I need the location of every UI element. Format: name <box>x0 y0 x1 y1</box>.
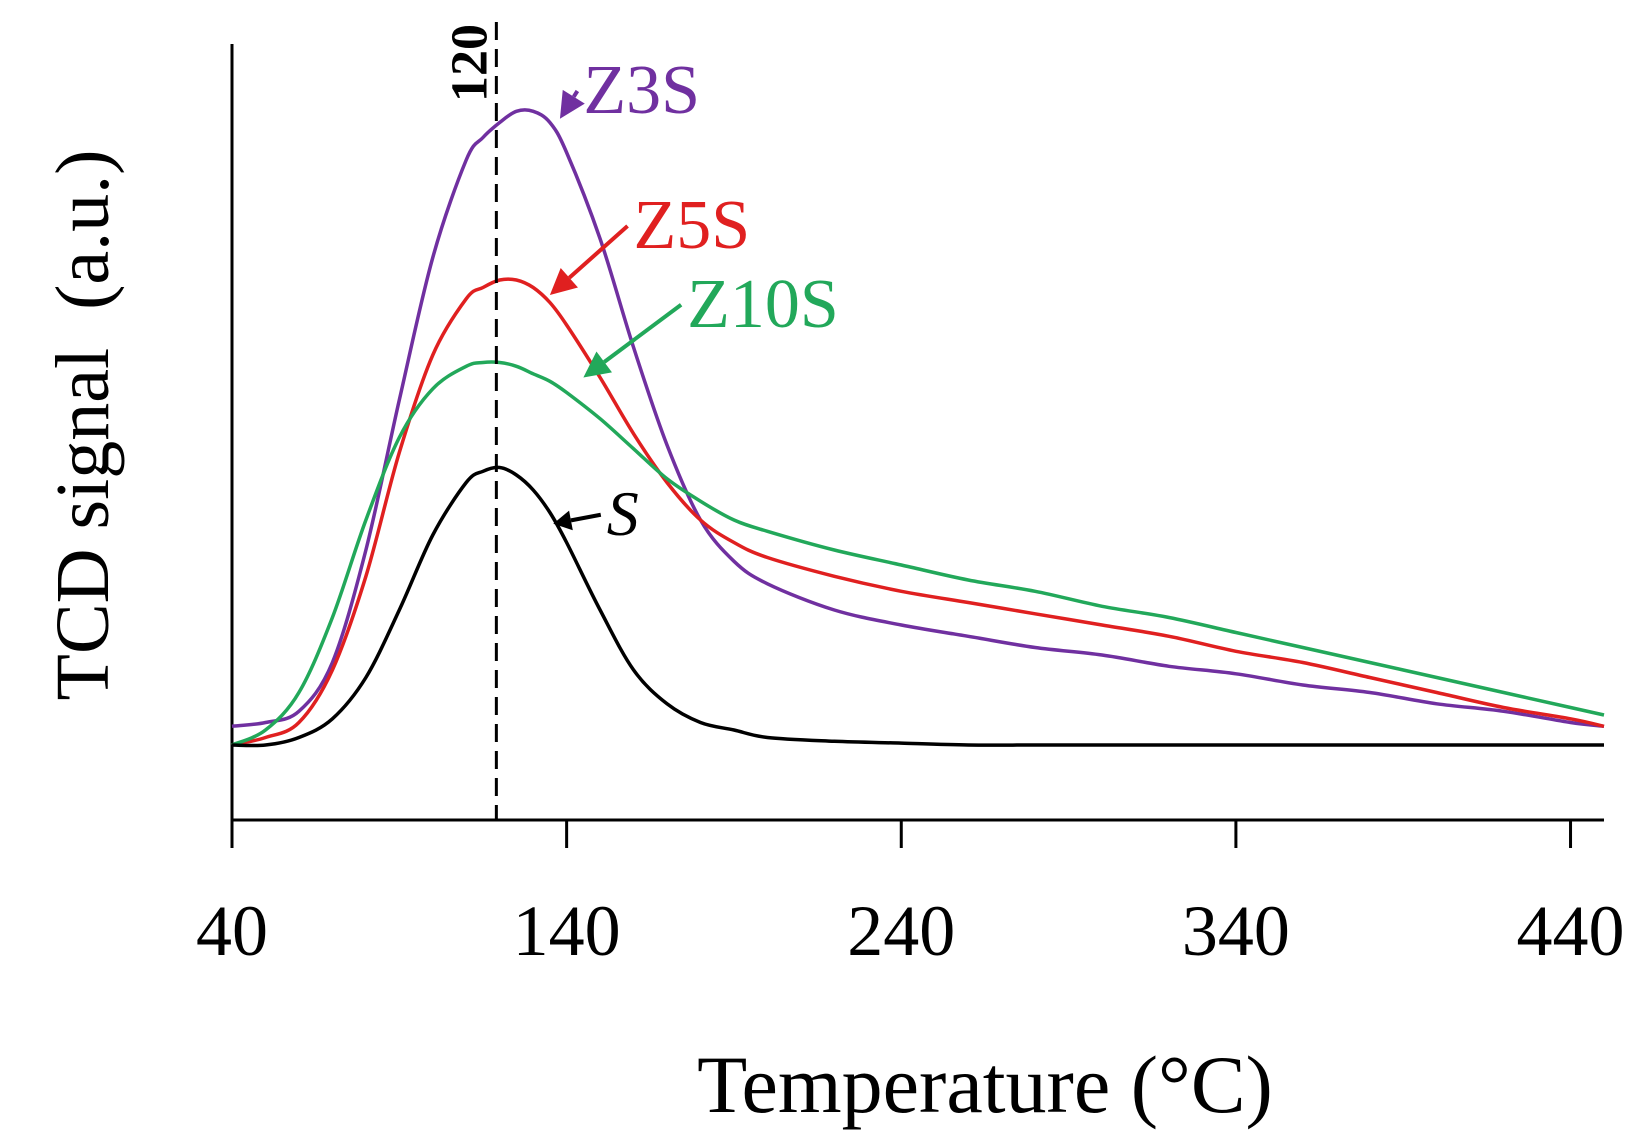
x-tick-label-140: 140 <box>513 891 621 971</box>
series-line-s <box>231 465 1604 748</box>
series-label-z3s: Z3S <box>583 52 700 129</box>
x-tick-label-440: 440 <box>1517 891 1625 971</box>
series-arrow-head-s <box>553 510 573 531</box>
y-axis-label: TCD signal (a.u.) <box>41 150 125 701</box>
series-arrow-head-z5s <box>549 268 578 295</box>
reference-line-label: 120 <box>441 24 498 102</box>
x-tick-label-340: 340 <box>1182 891 1290 971</box>
series-line-z3s <box>231 108 1605 729</box>
series-label-z10s: Z10S <box>687 266 839 343</box>
series-line-z10s <box>231 360 1605 747</box>
x-axis-label: Temperature (°C) <box>697 1039 1273 1130</box>
series-arrow-line-z10s <box>603 303 683 364</box>
series-label-s: S <box>607 478 639 549</box>
series-arrow-head-z3s <box>559 89 585 119</box>
series-arrow-line-s <box>570 512 602 523</box>
x-tick-label-40: 40 <box>196 891 268 971</box>
x-tick-label-240: 240 <box>847 891 955 971</box>
series-arrow-head-z10s <box>583 351 612 378</box>
series-arrow-line-z5s <box>568 224 629 280</box>
series-line-z5s <box>231 277 1605 747</box>
series-arrow-line-z3s <box>572 89 580 98</box>
series-label-z5s: Z5S <box>634 187 751 264</box>
